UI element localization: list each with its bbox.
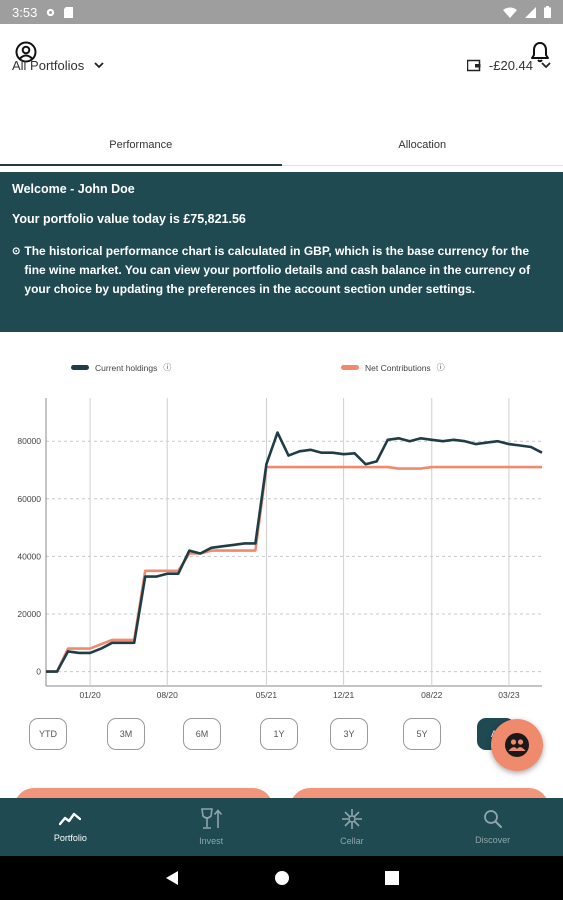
x-tick-label: 08/20 <box>157 690 179 700</box>
status-bar: 3:53 <box>0 0 563 24</box>
legend-swatch-contributions <box>341 365 359 370</box>
y-tick-label: 80000 <box>17 436 41 446</box>
tab-bar: Performance Allocation <box>0 124 563 166</box>
portfolio-value-line: Your portfolio value today is £75,821.56 <box>12 212 246 226</box>
info-note: ⊙ The historical performance chart is ca… <box>12 242 551 299</box>
range-button-1y[interactable]: 1Y <box>260 718 298 750</box>
legend-label-contributions: Net Contributions <box>365 362 431 373</box>
glass-arrow-icon <box>201 808 223 829</box>
nav-label-portfolio: Portfolio <box>53 833 87 843</box>
x-tick-label: 03/23 <box>498 690 520 700</box>
legend-swatch-current <box>71 365 89 370</box>
chevron-down-icon <box>94 62 104 69</box>
x-tick-label: 12/21 <box>333 690 355 700</box>
notifications-button[interactable] <box>528 40 552 64</box>
portfolio-select-label: All Portfolios <box>12 58 85 73</box>
wifi-icon <box>503 7 517 18</box>
wallet-icon <box>466 59 481 72</box>
app-header: All Portfolios -£20.44 <box>0 24 563 124</box>
legend-current-holdings[interactable]: Current holdings ⓘ <box>71 362 171 373</box>
recents-icon[interactable] <box>384 871 399 885</box>
status-time: 3:53 <box>12 4 38 20</box>
user-circle-icon <box>15 41 37 63</box>
tab-allocation[interactable]: Allocation <box>398 138 447 151</box>
info-note-text: The historical performance chart is calc… <box>24 244 531 296</box>
nav-item-cellar[interactable]: Cellar <box>282 798 423 856</box>
signal-icon <box>525 6 536 18</box>
range-button-5y[interactable]: 5Y <box>403 718 441 750</box>
sd-card-icon <box>64 6 74 18</box>
home-icon[interactable] <box>274 870 290 886</box>
search-icon <box>483 810 502 828</box>
battery-icon <box>544 6 551 18</box>
legend-label-current: Current holdings <box>95 362 158 373</box>
chart-line-icon <box>59 812 82 826</box>
x-tick-label: 08/22 <box>421 690 443 700</box>
balance-amount: -£20.44 <box>488 58 533 73</box>
people-icon <box>505 733 529 757</box>
nav-item-invest[interactable]: Invest <box>141 798 282 856</box>
tab-performance[interactable]: Performance <box>0 124 282 166</box>
chevron-down-icon <box>541 62 551 69</box>
y-tick-label: 40000 <box>17 551 41 561</box>
snowflake-icon <box>341 809 362 829</box>
cash-balance[interactable]: -£20.44 <box>466 58 551 73</box>
profile-button[interactable] <box>14 40 38 64</box>
nav-label-discover: Discover <box>475 835 511 845</box>
range-button-ytd[interactable]: YTD <box>29 718 67 750</box>
portfolio-selector[interactable]: All Portfolios <box>12 58 104 73</box>
time-range-selector: YTD 3M 6M 1Y 3Y 5Y All <box>0 718 563 752</box>
y-tick-label: 20000 <box>17 609 41 619</box>
info-icon: ⓘ <box>163 363 172 372</box>
nav-label-invest: Invest <box>199 836 224 846</box>
nav-label-cellar: Cellar <box>340 836 364 846</box>
x-tick-label: 01/20 <box>79 690 101 700</box>
y-tick-label: 60000 <box>17 494 41 504</box>
system-navigation-bar <box>0 856 563 900</box>
range-button-3m[interactable]: 3M <box>107 718 145 750</box>
advisor-fab[interactable] <box>491 719 543 771</box>
legend-net-contributions[interactable]: Net Contributions ⓘ <box>341 362 445 373</box>
welcome-greeting: Welcome - John Doe <box>12 182 135 196</box>
nav-item-portfolio[interactable]: Portfolio <box>0 798 141 856</box>
y-tick-label: 0 <box>36 667 41 677</box>
welcome-panel: Welcome - John Doe Your portfolio value … <box>0 172 563 332</box>
range-button-6m[interactable]: 6M <box>183 718 221 750</box>
bell-icon <box>531 42 549 63</box>
performance-chart[interactable]: 80000 60000 40000 20000 0 01/20 08/20 05/21 12/2… <box>0 380 563 700</box>
settings-icon <box>47 8 55 16</box>
info-icon: ⊙ <box>12 246 21 257</box>
x-tick-label: 05/21 <box>256 690 278 700</box>
nav-item-discover[interactable]: Discover <box>422 798 563 856</box>
range-button-3y[interactable]: 3Y <box>330 718 368 750</box>
info-icon: ⓘ <box>436 363 445 372</box>
current-holdings-line <box>46 431 543 673</box>
bottom-navigation: Portfolio Invest Cellar Discover <box>0 798 563 856</box>
back-icon[interactable] <box>165 870 179 886</box>
net-contributions-line <box>46 465 542 673</box>
